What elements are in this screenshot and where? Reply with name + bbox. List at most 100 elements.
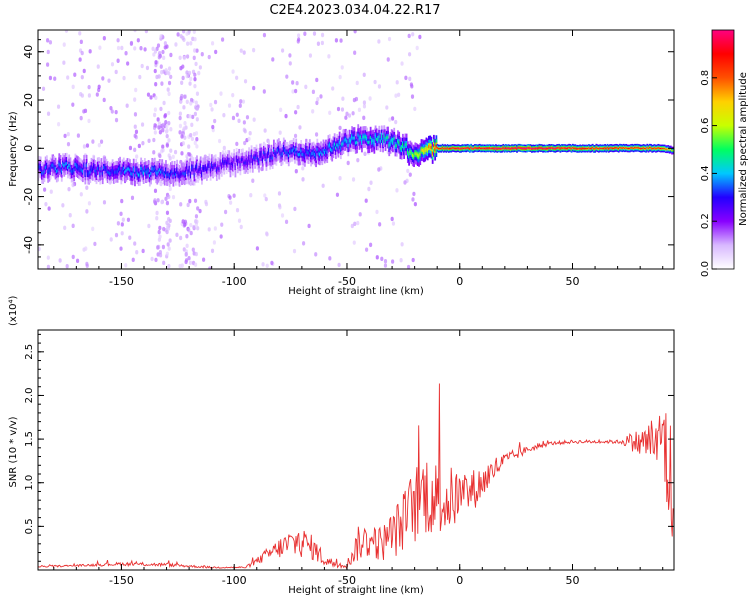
spectrogram-cell	[46, 49, 50, 55]
spectrogram-cell	[184, 258, 189, 263]
spectrogram-cell	[243, 129, 247, 134]
spectrogram-cell	[153, 130, 157, 135]
spectrogram-cell	[240, 158, 243, 162]
spectrogram-cell	[209, 102, 213, 108]
spectrogram-cell	[574, 147, 577, 149]
spectrogram-cell	[146, 170, 149, 174]
spectrogram-cell	[173, 149, 178, 155]
spectrogram-cell	[512, 147, 515, 149]
spectrogram-cell	[193, 48, 197, 53]
spectrogram-cell	[280, 153, 283, 157]
spectrogram-cell	[341, 96, 345, 101]
spectrogram-cell	[210, 107, 214, 112]
spectrogram-cell	[91, 139, 95, 144]
spectrogram-cell	[356, 220, 360, 226]
spectrogram-cell	[136, 38, 140, 43]
spectrogram-cell	[82, 68, 86, 74]
spectrogram-cell	[336, 143, 339, 147]
spectrogram-cell	[334, 38, 339, 43]
spectrogram-cell	[265, 231, 269, 236]
spectrogram-cell	[441, 147, 444, 149]
spectrogram-cell	[46, 264, 51, 269]
spectrogram-cell	[435, 144, 438, 148]
spectrogram-cell	[626, 147, 629, 149]
spectrogram-cell	[237, 160, 239, 164]
spectrogram-cell	[369, 136, 372, 140]
spectrogram-cell	[272, 148, 275, 153]
spectrogram-cell	[407, 33, 411, 39]
spectrogram-cell	[548, 147, 551, 149]
spectrogram-cell	[411, 257, 415, 263]
colorbar-tick-label: 0.2	[700, 213, 711, 229]
spectrogram-cell	[342, 141, 345, 145]
spectrogram-cell	[85, 164, 88, 168]
spectrogram-cell	[156, 172, 159, 176]
spectrogram-cell	[519, 147, 522, 149]
spectrogram-cell	[395, 144, 398, 148]
spectrogram-cell	[523, 147, 526, 149]
spectrogram-cell	[194, 100, 198, 105]
spectrogram-cell	[133, 112, 138, 117]
spectrogram-cell	[483, 147, 486, 149]
spectrogram-cell	[152, 137, 156, 143]
spectrogram-cell	[181, 64, 185, 69]
spectrogram-cell	[187, 171, 190, 175]
spectrogram-cell	[191, 166, 193, 170]
spectrogram-cell	[132, 168, 135, 172]
spectrogram-cell	[473, 147, 476, 149]
spectrogram-cell	[564, 147, 567, 149]
spectrogram-cell	[611, 147, 614, 149]
spectrogram-cell	[363, 151, 367, 157]
spectrogram-cell	[185, 31, 189, 36]
spectrogram-cell	[182, 171, 185, 175]
spectrogram-cell	[504, 147, 507, 149]
spectrogram-cell	[84, 172, 87, 176]
spectrogram-cell	[149, 95, 153, 100]
spectrogram-cell	[198, 167, 201, 171]
spectrogram-cell	[285, 74, 289, 79]
spectrogram-cell	[188, 152, 192, 157]
spectrogram-cell	[249, 160, 252, 164]
spectrogram-cell	[280, 48, 285, 53]
spectrogram-cell	[475, 147, 477, 149]
spectrogram-cell	[616, 147, 619, 149]
spectrogram-cell	[97, 142, 101, 148]
spectrogram-cell	[242, 50, 246, 55]
spectrogram-cell	[126, 217, 131, 223]
spectrogram-cell	[91, 226, 95, 232]
spectrogram-cell	[344, 115, 348, 120]
spectrogram-cell	[39, 165, 42, 169]
spectrogram-cell	[428, 145, 430, 149]
spectrogram-cell	[203, 166, 206, 170]
spectrogram-cell	[291, 149, 294, 153]
spectrogram-cell	[328, 256, 332, 261]
spectrogram-cell	[47, 206, 51, 211]
spectrogram-cell	[145, 65, 150, 71]
spectrogram-cell	[450, 148, 453, 150]
spectrogram-cell	[158, 168, 161, 172]
spectrogram-cell	[160, 199, 164, 205]
spectrogram-cell	[403, 180, 407, 185]
spectrogram-cell	[411, 32, 415, 37]
spectrogram-cell	[296, 152, 299, 156]
spectrogram-cell	[156, 245, 160, 250]
spectrogram-cell	[167, 138, 171, 143]
spectrogram-cell	[491, 147, 494, 149]
spectrogram-cell	[66, 132, 70, 137]
spectrogram-cell	[344, 138, 347, 142]
spectrogram-cell	[111, 168, 114, 172]
spectrogram-cell	[156, 252, 160, 257]
spectrogram-cell	[571, 147, 574, 149]
spectrogram-cell	[169, 148, 173, 153]
spectrogram-cell	[122, 75, 126, 81]
spectrogram-cell	[601, 147, 604, 149]
spectrogram-cell	[292, 147, 295, 151]
spectrogram-cell	[168, 238, 172, 243]
spectrogram-cell	[266, 153, 269, 157]
spectrogram-cell	[509, 148, 512, 150]
spectrogram-cell	[410, 151, 413, 155]
spectrogram-cell	[340, 65, 344, 70]
spectrogram-cell	[103, 165, 105, 169]
spectrogram-cell	[481, 147, 484, 149]
spectrogram-cell	[550, 147, 553, 149]
